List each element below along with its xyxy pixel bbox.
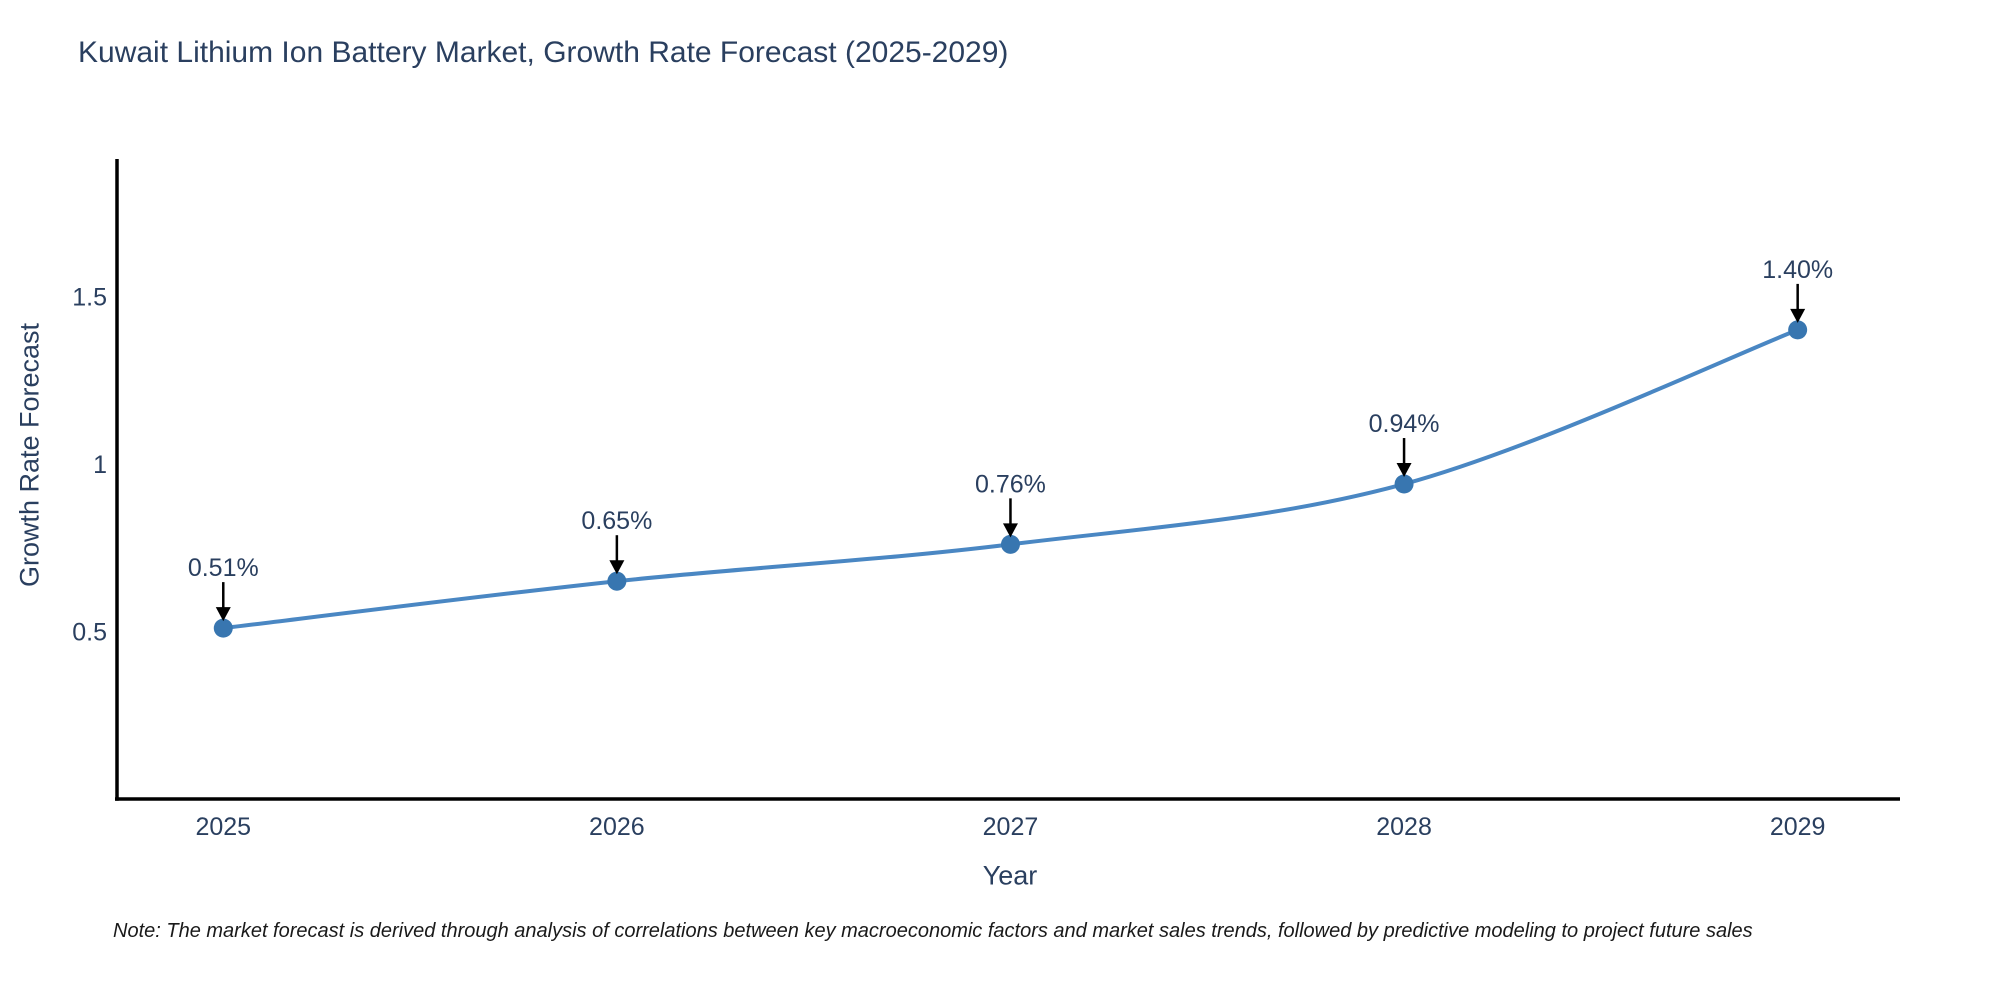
x-tick-label: 2026 xyxy=(589,813,645,841)
annotation-arrowhead-icon xyxy=(215,607,231,622)
footnote: Note: The market forecast is derived thr… xyxy=(113,920,1753,942)
data-point-label: 0.51% xyxy=(188,554,259,582)
x-axis-title: Year xyxy=(982,860,1038,891)
y-tick-label: 1 xyxy=(93,451,107,479)
x-tick-label: 2029 xyxy=(1770,813,1826,841)
data-point-marker[interactable] xyxy=(1394,474,1414,494)
chart-title: Kuwait Lithium Ion Battery Market, Growt… xyxy=(78,36,1009,69)
annotation-arrowhead-icon xyxy=(609,560,625,575)
data-point-label: 0.94% xyxy=(1369,410,1440,438)
annotation-arrowhead-icon xyxy=(1002,523,1018,538)
data-point-label: 0.76% xyxy=(975,470,1046,498)
data-point-marker[interactable] xyxy=(1000,534,1020,554)
y-tick-label: 1.5 xyxy=(72,283,107,311)
data-point-marker[interactable] xyxy=(213,618,233,638)
data-point-label: 0.65% xyxy=(581,507,652,535)
y-tick-label: 0.5 xyxy=(72,618,107,646)
data-point-label: 1.40% xyxy=(1762,256,1833,284)
x-tick-label: 2025 xyxy=(195,813,251,841)
annotation-arrowhead-icon xyxy=(1396,463,1412,478)
annotation-arrowhead-icon xyxy=(1790,308,1806,323)
data-point-marker[interactable] xyxy=(1788,320,1808,340)
x-tick-label: 2028 xyxy=(1376,813,1432,841)
x-tick-label: 2027 xyxy=(983,813,1039,841)
data-point-marker[interactable] xyxy=(607,571,627,591)
